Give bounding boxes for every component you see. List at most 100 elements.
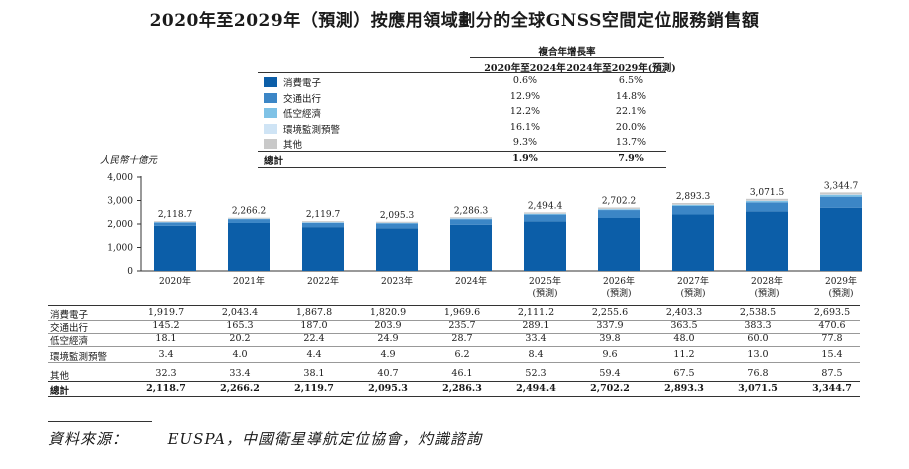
bar-segment xyxy=(376,228,418,271)
bar-segment xyxy=(598,217,640,271)
table-row-rule xyxy=(48,362,860,363)
source-label: 資料來源： xyxy=(48,430,129,448)
x-tick-note: (預測) xyxy=(532,287,557,299)
legend-bottom-rule xyxy=(258,167,666,168)
table-cell: 87.5 xyxy=(821,368,843,379)
table-row-label: 環境監測預警 xyxy=(50,352,108,363)
table-cell: 46.1 xyxy=(451,368,473,379)
table-cell: 3.4 xyxy=(158,349,174,360)
table-cell: 20.2 xyxy=(229,333,251,344)
table-cell: 4.0 xyxy=(232,349,248,360)
bar-segment xyxy=(820,192,862,195)
legend-top-rule xyxy=(258,72,666,73)
legend-total-cagr2: 7.9% xyxy=(618,153,644,164)
bar-segment xyxy=(672,214,714,271)
legend-cagr2: 22.1% xyxy=(615,106,647,117)
table-cell: 470.6 xyxy=(818,320,846,331)
table-cell: 13.0 xyxy=(747,349,769,360)
table-cell: 4.4 xyxy=(306,349,322,360)
table-cell: 59.4 xyxy=(599,368,621,379)
table-row-label: 消費電子 xyxy=(50,310,89,321)
source-rule xyxy=(48,421,152,422)
legend-label: 低空經濟 xyxy=(283,109,322,120)
legend-label: 消費電子 xyxy=(283,78,322,89)
table-cell: 363.5 xyxy=(670,320,698,331)
bar-segment xyxy=(820,194,862,197)
x-tick-note: (預測) xyxy=(606,287,631,299)
table-cell: 15.4 xyxy=(821,349,843,360)
bar-segment xyxy=(154,221,196,222)
table-row-rule xyxy=(48,333,860,334)
table-row: 交通出行 145.2 165.3 187.0 203.9 235.7 289.1 337.9 3… xyxy=(48,320,860,334)
legend-row: 環境監測預警 16.1% 20.0% xyxy=(258,121,666,137)
table-row: 其他 32.3 33.4 38.1 40.7 46.1 52.3 59.4 67.5 76.8 87… xyxy=(48,368,860,382)
table-cell: 1,820.9 xyxy=(369,307,407,318)
bar-segment xyxy=(228,222,270,271)
table-cell: 235.7 xyxy=(448,320,476,331)
bar-segment xyxy=(154,222,196,226)
table-cell: 2,111.2 xyxy=(517,307,555,318)
legend-cagr1: 16.1% xyxy=(509,121,541,133)
table-cell: 2,693.5 xyxy=(813,307,851,318)
bar-segment xyxy=(746,198,788,201)
bar-total-label: 2,286.3 xyxy=(454,206,489,216)
legend-swatch xyxy=(264,123,277,134)
bar-total-label: 2,893.3 xyxy=(676,192,711,202)
table-cell: 1,867.8 xyxy=(295,307,333,318)
legend-total-row: 總計 1.9% 7.9% xyxy=(258,152,666,168)
x-tick-label: 2024年 xyxy=(455,275,487,287)
table-cell: 2,893.3 xyxy=(664,383,704,394)
legend-swatch xyxy=(264,77,277,87)
table-cell: 32.3 xyxy=(155,368,177,379)
table-cell: 33.4 xyxy=(229,368,251,379)
table-top-rule xyxy=(48,305,860,306)
table-cell: 4.9 xyxy=(380,349,396,360)
legend-total-rule xyxy=(258,151,666,152)
table-cell: 11.2 xyxy=(673,349,695,360)
table-cell: 9.6 xyxy=(602,349,618,360)
legend-row: 低空經濟 12.2% 22.1% xyxy=(258,105,666,121)
bar-segment xyxy=(302,227,344,271)
table-cell: 38.1 xyxy=(303,368,325,379)
bar-segment xyxy=(598,209,640,211)
legend-total-cagr1: 1.9% xyxy=(512,153,538,164)
bar-total-label: 2,118.7 xyxy=(158,210,193,220)
legend-label: 其他 xyxy=(283,140,303,151)
table-cell: 67.5 xyxy=(673,368,695,379)
bar-segment xyxy=(746,211,788,271)
legend-cagr1: 0.6% xyxy=(512,75,538,86)
legend-label: 交通出行 xyxy=(283,93,322,105)
table-cell: 22.4 xyxy=(303,333,325,344)
legend-label: 環境監測預警 xyxy=(283,124,341,136)
table-cell: 3,344.7 xyxy=(812,383,852,394)
bar-segment xyxy=(228,219,270,223)
table-cell: 77.8 xyxy=(821,333,843,344)
bar-total-label: 3,071.5 xyxy=(750,188,785,198)
table-cell: 6.2 xyxy=(454,349,470,360)
y-tick-label: 4,000 xyxy=(107,173,133,183)
bar-segment xyxy=(672,203,714,205)
legend-swatch xyxy=(264,108,277,118)
table-row: 低空經濟 18.1 20.2 22.4 24.9 28.7 33.4 39.8 48.0 60.0… xyxy=(48,333,860,347)
x-tick-label: 2020年 xyxy=(159,275,191,287)
bar-segment xyxy=(672,205,714,215)
bar-segment xyxy=(746,200,788,203)
table-cell: 2,403.3 xyxy=(665,307,703,318)
legend-row: 消費電子 0.6% 6.5% xyxy=(258,74,666,90)
bar-segment xyxy=(450,219,492,225)
bar-segment xyxy=(820,196,862,208)
legend-cagr1: 12.9% xyxy=(509,90,541,102)
table-cell: 289.1 xyxy=(522,320,550,331)
bar-segment xyxy=(746,202,788,212)
table-cell: 2,286.3 xyxy=(442,383,482,394)
table-cell: 2,255.6 xyxy=(591,307,629,318)
table-cell: 28.7 xyxy=(451,333,473,344)
table-cell: 2,266.2 xyxy=(220,383,260,394)
legend-total-label: 總計 xyxy=(264,156,284,167)
bar-segment xyxy=(524,214,566,222)
table-cell: 8.4 xyxy=(528,349,544,360)
x-tick-label: 2028年 xyxy=(751,275,783,287)
x-tick-label: 2025年 xyxy=(529,275,561,287)
bar-total-label: 2,494.4 xyxy=(528,201,563,211)
bar-total-label: 2,119.7 xyxy=(306,210,341,220)
